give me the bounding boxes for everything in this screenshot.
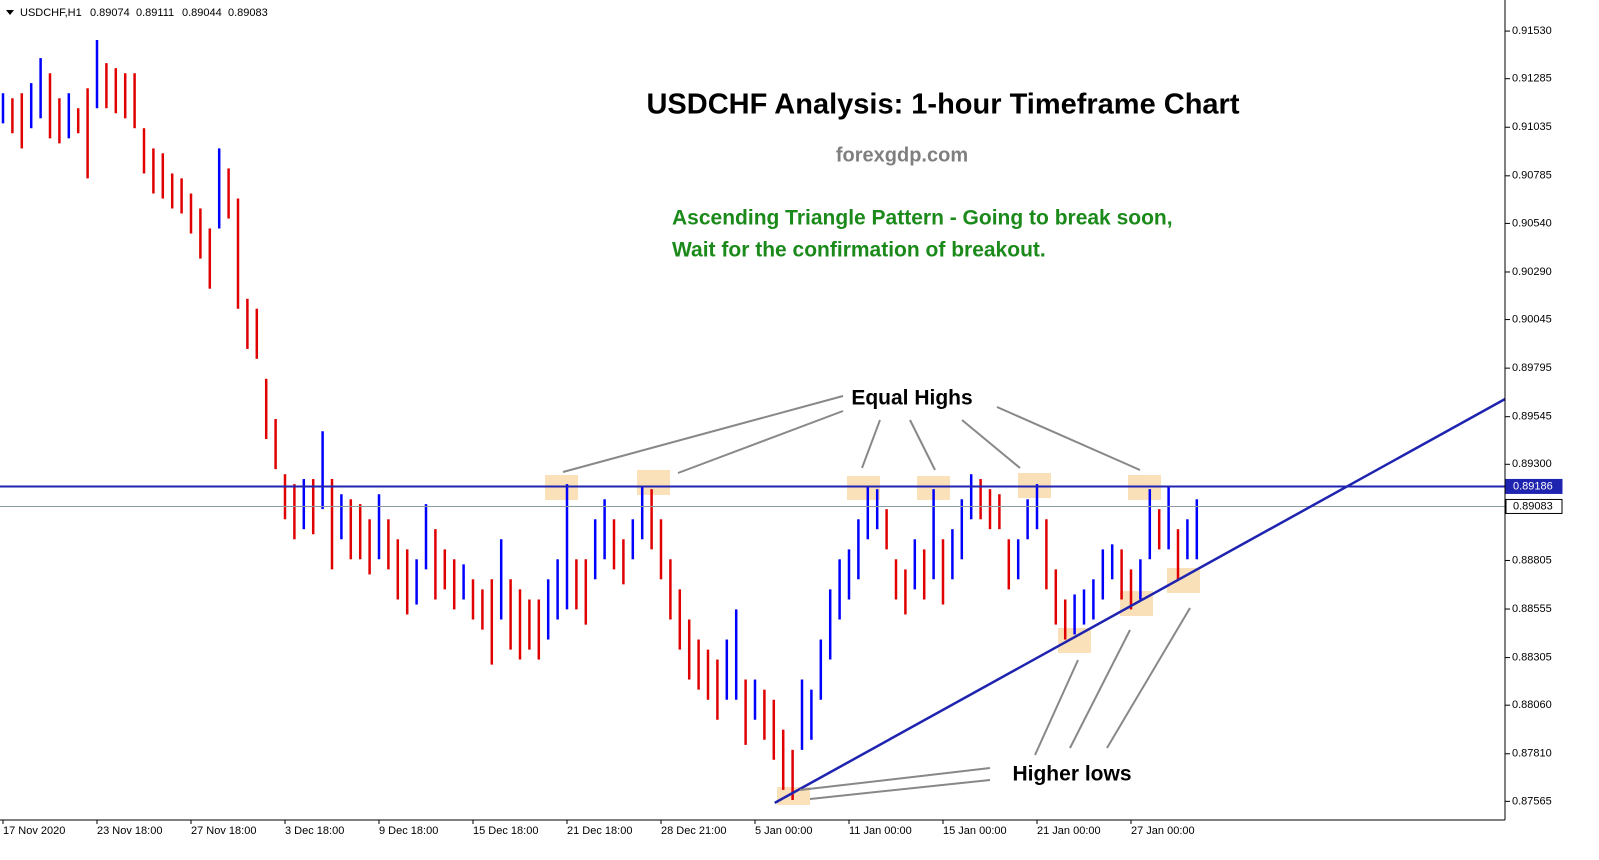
y-tick-label: 0.88060	[1512, 699, 1552, 711]
x-tick-label: 21 Dec 18:00	[567, 825, 632, 837]
annotation-lines	[562, 395, 1191, 800]
x-tick-label: 15 Dec 18:00	[473, 825, 538, 837]
annotation: Equal Highs	[851, 387, 972, 410]
quote: 0.89111	[136, 7, 174, 19]
y-tick-label: 0.90290	[1512, 266, 1552, 278]
x-tick-label: 28 Dec 21:00	[661, 825, 726, 837]
y-tick-label: 0.88555	[1512, 603, 1552, 615]
price-marker-label: 0.89083	[1513, 500, 1553, 512]
x-tick-label: 27 Jan 00:00	[1131, 825, 1195, 837]
plot	[0, 40, 1506, 804]
price-marker-label: 0.89186	[1513, 480, 1553, 492]
y-tick-label: 0.87565	[1512, 795, 1552, 807]
y-tick-label: 0.87810	[1512, 748, 1552, 760]
y-tick-label: 0.89300	[1512, 458, 1552, 470]
note: Wait for the confirmation of breakout.	[672, 239, 1046, 262]
x-tick-label: 3 Dec 18:00	[285, 825, 344, 837]
x-tick-label: 9 Dec 18:00	[379, 825, 438, 837]
y-tick-label: 0.88805	[1512, 554, 1552, 566]
x-tick-label: 21 Jan 00:00	[1037, 825, 1101, 837]
price-marker	[1505, 498, 1563, 514]
y-tick-label: 0.89545	[1512, 411, 1552, 423]
y-tick-label: 0.91285	[1512, 73, 1552, 85]
menu-arrow	[6, 10, 14, 15]
x-tick-label: 5 Jan 00:00	[755, 825, 813, 837]
quote: 0.89083	[228, 7, 268, 19]
price-marker	[1505, 478, 1563, 494]
y-tick-label: 0.90045	[1512, 313, 1552, 325]
x-tick-label: 27 Nov 18:00	[191, 825, 256, 837]
y-tick-label: 0.90540	[1512, 217, 1552, 229]
note: Ascending Triangle Pattern - Going to br…	[672, 207, 1173, 230]
x-tick-label: 15 Jan 00:00	[943, 825, 1007, 837]
quote: 0.89074	[90, 7, 130, 19]
y-tick-label: 0.91530	[1512, 25, 1552, 37]
trendline	[774, 397, 1506, 804]
quote: 0.89044	[182, 7, 222, 19]
x-tick-label: 11 Jan 00:00	[849, 825, 912, 837]
x-tick-label: 23 Nov 18:00	[97, 825, 162, 837]
y-tick-label: 0.91035	[1512, 121, 1552, 133]
y-tick-label: 0.88305	[1512, 651, 1552, 663]
annotation: Higher lows	[1012, 763, 1131, 786]
x-tick-label: 17 Nov 2020	[3, 825, 65, 837]
symbol: USDCHF,H1	[20, 7, 82, 19]
chart-title: USDCHF Analysis: 1-hour Timeframe Chart	[646, 89, 1239, 121]
y-tick-label: 0.89795	[1512, 362, 1552, 374]
y-tick-label: 0.90785	[1512, 170, 1552, 182]
subtitle: forexgdp.com	[836, 144, 968, 166]
